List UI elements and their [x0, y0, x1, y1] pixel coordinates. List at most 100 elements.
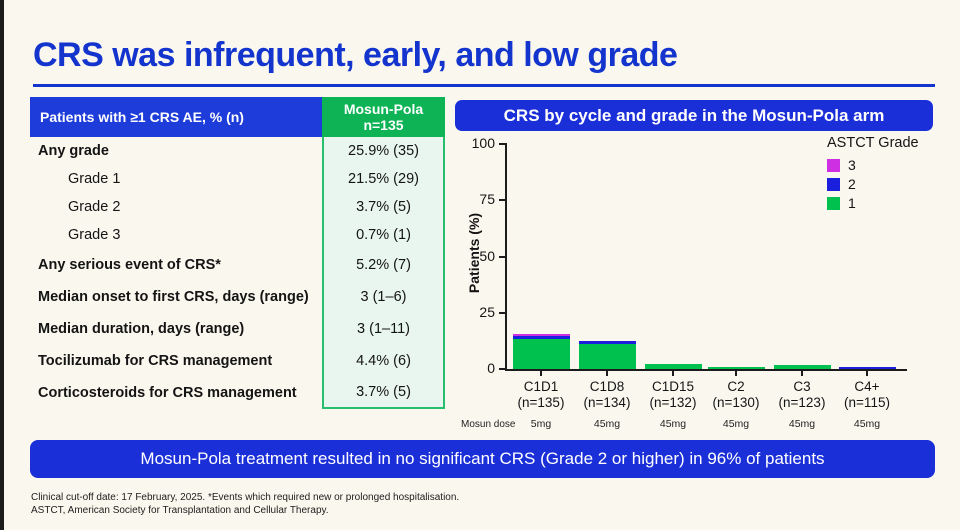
x-axis-tick [866, 371, 868, 376]
dose-label: 45mg [722, 418, 750, 430]
row-label: Median onset to first CRS, days (range) [38, 289, 309, 305]
table-row: Tocilizumab for CRS management 4.4% (6) [30, 345, 445, 377]
table-header-arm: Mosun-Pola n=135 [322, 97, 445, 137]
table-row: Any grade 25.9% (35) [30, 137, 445, 165]
table-row: Grade 2 3.7% (5) [30, 193, 445, 221]
x-axis-tick [801, 371, 803, 376]
table-row: Grade 3 0.7% (1) [30, 221, 445, 249]
legend-label: 3 [848, 157, 856, 173]
x-axis-sublabel: (n=132) [649, 395, 697, 410]
y-axis-tick-label: 100 [471, 135, 495, 151]
table-header-row: Patients with ≥1 CRS AE, % (n) Mosun-Pol… [30, 97, 445, 137]
bar-segment-grade-2 [838, 366, 896, 369]
arm-n: n=135 [363, 117, 404, 133]
dose-label: 45mg [593, 418, 621, 430]
row-value: 3 (1–6) [322, 281, 445, 313]
legend-label: 2 [848, 176, 856, 192]
x-axis-label: C2 [727, 379, 745, 394]
dose-label: 5mg [530, 418, 552, 430]
conclusion-banner: Mosun-Pola treatment resulted in no sign… [30, 440, 935, 478]
footnotes: Clinical cut-off date: 17 February, 2025… [31, 491, 459, 517]
row-value: 4.4% (6) [322, 345, 445, 377]
row-value: 3.7% (5) [322, 377, 445, 409]
bar-segment-grade-1 [707, 367, 765, 369]
left-edge-bar [0, 0, 4, 530]
y-axis-tick [499, 199, 505, 202]
x-axis-sublabel: (n=134) [583, 395, 631, 410]
y-axis-tick-label: 0 [487, 360, 495, 376]
table-row: Median onset to first CRS, days (range) … [30, 281, 445, 313]
row-value: 3 (1–11) [322, 313, 445, 345]
row-label: Tocilizumab for CRS management [38, 353, 273, 369]
y-axis-tick-label: 25 [479, 303, 495, 320]
page-title: CRS was infrequent, early, and low grade [33, 36, 678, 74]
bar-segment-grade-2 [512, 335, 570, 340]
x-axis-label: C4+ [854, 379, 880, 394]
x-axis-label: C1D8 [589, 379, 625, 394]
bar-segment-grade-1 [578, 343, 636, 369]
x-axis-tick [540, 371, 542, 376]
row-label: Any grade [38, 143, 109, 159]
x-axis-line [505, 369, 907, 371]
row-value: 0.7% (1) [322, 221, 445, 249]
x-axis-tick [672, 371, 674, 376]
row-label: Corticosteroids for CRS management [38, 385, 297, 401]
legend-swatch [827, 196, 840, 210]
row-label: Grade 2 [68, 199, 121, 215]
arm-name: Mosun-Pola [343, 100, 424, 117]
row-label: Grade 1 [68, 171, 121, 187]
y-axis-tick [499, 255, 505, 258]
x-axis-sublabel: (n=123) [778, 395, 826, 410]
row-value: 25.9% (35) [322, 137, 445, 165]
footnote-line: Clinical cut-off date: 17 February, 2025… [31, 492, 460, 503]
x-axis-tick [606, 371, 608, 376]
y-axis-tick [499, 143, 505, 145]
row-label: Median duration, days (range) [38, 321, 245, 337]
legend-title: ASTCT Grade [827, 135, 919, 151]
row-label: Any serious event of CRS* [38, 257, 221, 273]
legend-swatch [827, 177, 840, 191]
row-value: 3.7% (5) [322, 193, 445, 221]
x-axis-label: C3 [793, 379, 811, 394]
row-label: Grade 3 [68, 227, 121, 243]
chart-panel-title: CRS by cycle and grade in the Mosun-Pola… [455, 100, 933, 131]
legend-item-grade-1: 1 [827, 195, 919, 211]
table-row: Median duration, days (range) 3 (1–11) [30, 313, 445, 345]
legend-item-grade-3: 3 [827, 157, 919, 173]
row-value: 5.2% (7) [322, 249, 445, 281]
y-axis-tick [499, 368, 505, 370]
x-axis-sublabel: (n=130) [712, 395, 760, 410]
y-axis-tick-label: 50 [479, 247, 495, 264]
x-axis-label: C1D1 [523, 379, 559, 394]
table-row: Grade 1 21.5% (29) [30, 165, 445, 193]
y-axis-tick [499, 311, 505, 314]
bar-segment-grade-1 [512, 339, 570, 369]
x-axis-sublabel: (n=115) [844, 395, 890, 410]
crs-summary-table: Patients with ≥1 CRS AE, % (n) Mosun-Pol… [30, 97, 445, 409]
chart-legend: ASTCT Grade 3 2 1 [827, 135, 919, 214]
table-row: Any serious event of CRS* 5.2% (7) [30, 249, 445, 281]
legend-label: 1 [848, 195, 856, 211]
title-underline [33, 84, 935, 87]
x-axis-tick [735, 371, 737, 376]
table-row: Corticosteroids for CRS management 3.7% … [30, 377, 445, 409]
x-axis-label: C1D15 [651, 379, 695, 394]
bar-segment-grade-1 [773, 365, 831, 369]
dose-row-label: Mosun dose [461, 419, 516, 430]
bar-segment-grade-3 [512, 334, 570, 336]
x-axis-sublabel: (n=135) [517, 395, 565, 410]
legend-swatch [827, 158, 840, 172]
y-axis-line [505, 143, 507, 371]
legend-item-grade-2: 2 [827, 176, 919, 192]
table-header-label: Patients with ≥1 CRS AE, % (n) [30, 97, 322, 137]
y-axis-tick-label: 75 [479, 191, 495, 208]
bar-segment-grade-1 [644, 363, 702, 369]
row-value: 21.5% (29) [322, 165, 445, 193]
table-body: Any grade 25.9% (35) Grade 1 21.5% (29) … [30, 137, 445, 409]
dose-label: 45mg [659, 418, 687, 430]
dose-label: 45mg [788, 418, 816, 430]
footnote-line: ASTCT, American Society for Transplantat… [31, 505, 329, 517]
bar-segment-grade-2 [578, 340, 636, 344]
